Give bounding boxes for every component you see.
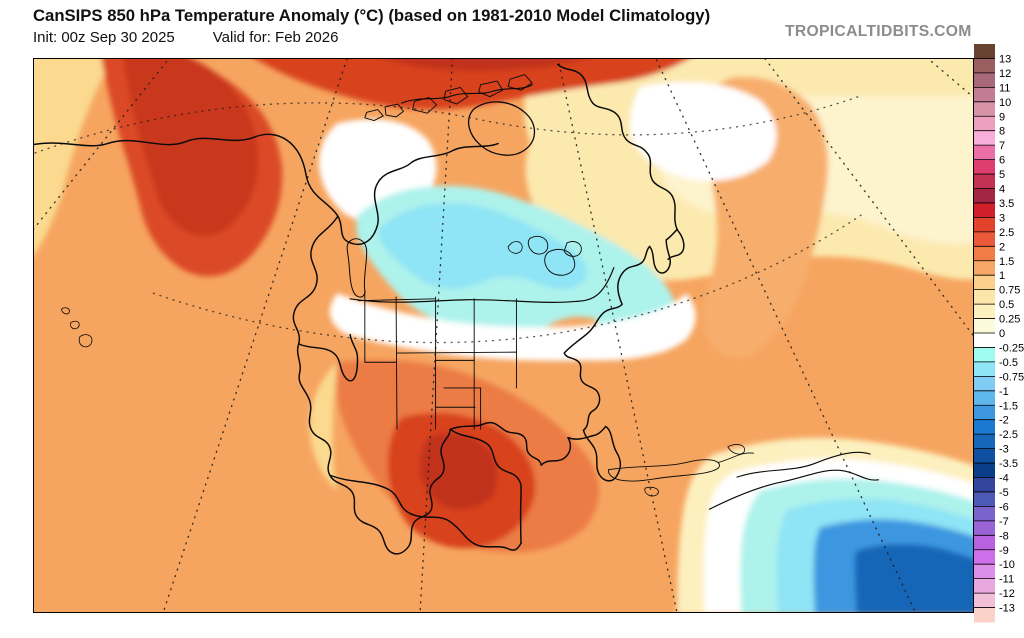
svg-text:1: 1: [999, 270, 1005, 282]
svg-text:-3: -3: [999, 444, 1009, 456]
svg-text:-0.5: -0.5: [999, 357, 1018, 369]
svg-text:-0.75: -0.75: [999, 371, 1024, 383]
svg-text:6: 6: [999, 155, 1005, 167]
svg-text:-2.5: -2.5: [999, 429, 1018, 441]
svg-text:0.5: 0.5: [999, 299, 1014, 311]
svg-text:-5: -5: [999, 487, 1009, 499]
svg-text:-7: -7: [999, 516, 1009, 528]
svg-text:7: 7: [999, 140, 1005, 152]
svg-text:-8: -8: [999, 530, 1009, 542]
svg-text:1.5: 1.5: [999, 256, 1014, 268]
svg-text:9: 9: [999, 111, 1005, 123]
svg-text:-9: -9: [999, 545, 1009, 557]
svg-text:-10: -10: [999, 559, 1015, 571]
svg-text:-2: -2: [999, 415, 1009, 427]
svg-text:-6: -6: [999, 501, 1009, 513]
svg-text:-13: -13: [999, 603, 1015, 615]
svg-text:-3.5: -3.5: [999, 458, 1018, 470]
svg-text:5: 5: [999, 169, 1005, 181]
svg-text:0.25: 0.25: [999, 314, 1020, 326]
svg-text:2: 2: [999, 241, 1005, 253]
svg-text:4: 4: [999, 184, 1005, 196]
svg-text:-1.5: -1.5: [999, 400, 1018, 412]
svg-text:-11: -11: [999, 574, 1014, 586]
svg-text:3.5: 3.5: [999, 198, 1014, 210]
svg-text:0: 0: [999, 328, 1005, 340]
svg-text:12: 12: [999, 68, 1011, 80]
svg-text:0.75: 0.75: [999, 285, 1020, 297]
svg-text:-0.25: -0.25: [999, 342, 1024, 354]
svg-text:10: 10: [999, 97, 1011, 109]
svg-text:11: 11: [999, 82, 1010, 94]
svg-text:2.5: 2.5: [999, 227, 1014, 239]
svg-text:-4: -4: [999, 473, 1009, 485]
svg-text:3: 3: [999, 212, 1005, 224]
svg-text:8: 8: [999, 126, 1005, 138]
svg-text:13: 13: [999, 53, 1011, 65]
svg-text:-1: -1: [999, 386, 1009, 398]
svg-text:-12: -12: [999, 588, 1015, 600]
